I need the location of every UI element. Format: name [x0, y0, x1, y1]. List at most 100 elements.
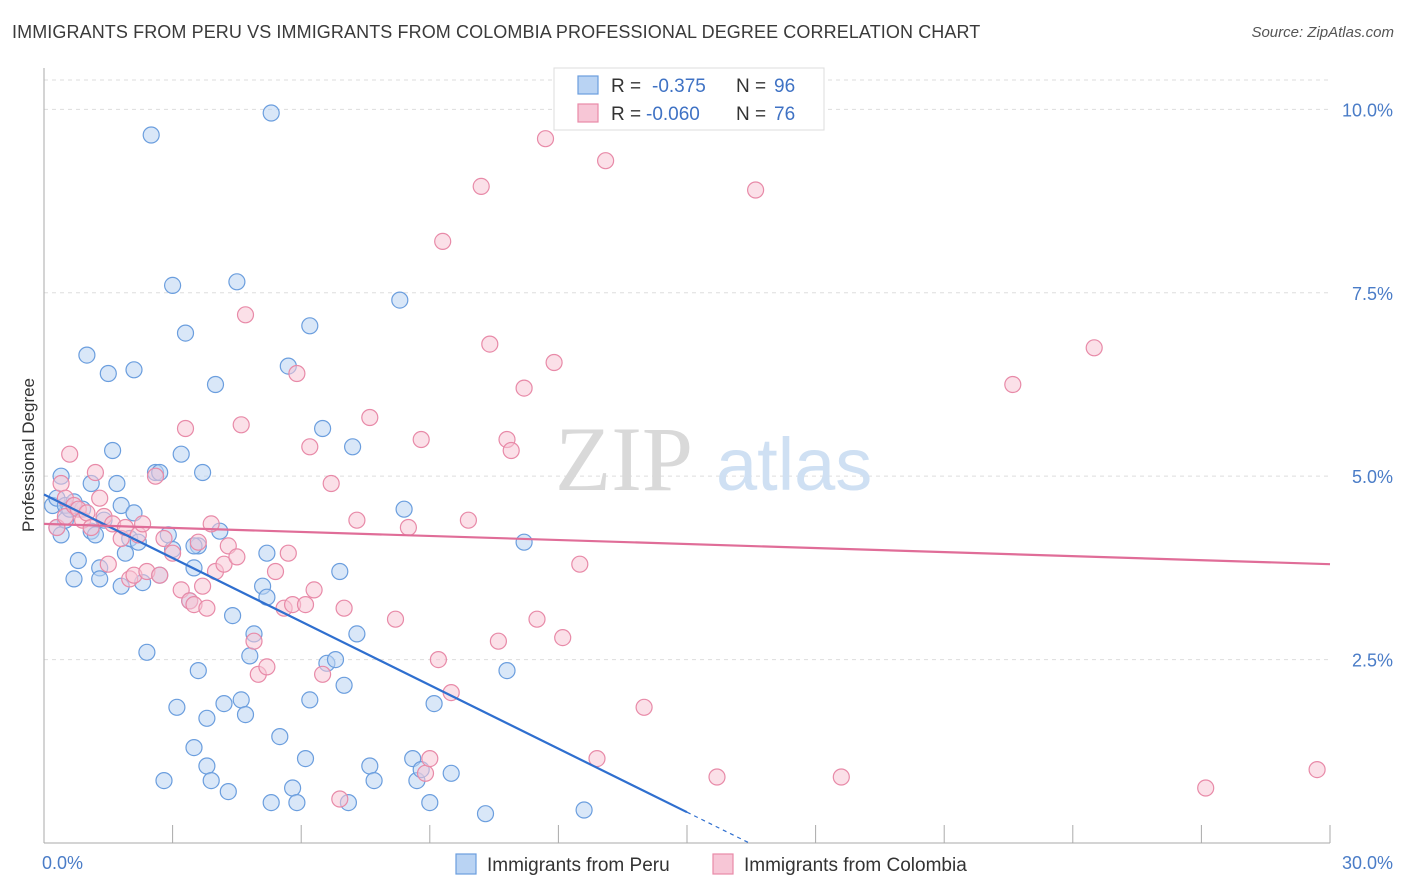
trend-line-colombia — [43, 522, 1331, 566]
colombia-point — [301, 438, 319, 456]
correlation-legend: R = -0.375 N = 96 R = -0.060 N = 76 — [553, 67, 825, 131]
colombia-point — [596, 152, 615, 170]
x-tick-labels: 0.0% 30.0% — [42, 853, 1393, 873]
colombia-point — [232, 416, 250, 434]
legend-r-value-peru: -0.375 — [652, 76, 706, 97]
peru-point — [176, 324, 195, 342]
colombia-point — [635, 698, 653, 716]
colombia-point — [472, 177, 490, 195]
peru-point — [575, 801, 593, 819]
colombia-point — [459, 511, 477, 529]
bottom-legend-swatch-peru — [455, 853, 477, 875]
peru-point — [108, 474, 126, 493]
peru-point — [78, 346, 96, 364]
colombia-point — [1085, 339, 1103, 357]
peru-point — [219, 782, 237, 801]
colombia-point — [245, 632, 263, 650]
peru-point — [189, 661, 207, 680]
peru-point — [421, 793, 439, 812]
bottom-legend-swatch-colombia — [712, 853, 734, 875]
colombia-point — [348, 511, 366, 529]
peru-point — [262, 793, 280, 812]
peru-point — [326, 650, 345, 669]
colombia-point — [746, 181, 765, 199]
peru-point — [99, 364, 117, 383]
peru-point — [198, 757, 216, 775]
colombia-point — [82, 518, 100, 537]
peru-point — [125, 361, 143, 379]
peru-point — [202, 771, 220, 790]
colombia-point — [52, 474, 70, 493]
colombia-point — [528, 610, 546, 628]
peru-point — [476, 805, 495, 823]
y-tick-label: 5.0% — [1352, 467, 1393, 487]
colombia-point — [151, 566, 169, 584]
colombia-point — [708, 768, 726, 786]
legend-n-value-peru: 96 — [774, 76, 795, 97]
source-label: Source: ZipAtlas.com — [1251, 24, 1394, 41]
legend-swatch-peru — [577, 75, 599, 95]
colombia-point — [481, 335, 499, 353]
colombia-point — [91, 489, 109, 507]
colombia-point — [361, 408, 379, 427]
colombia-point — [554, 628, 572, 647]
colombia-point — [571, 555, 589, 573]
peru-point — [206, 375, 225, 394]
colombia-point — [335, 599, 353, 617]
y-axis-label: Professional Degree — [19, 378, 38, 532]
gridlines — [44, 79, 1330, 661]
peru-point — [232, 691, 250, 709]
colombia-point — [189, 533, 207, 551]
peru-point — [172, 445, 190, 463]
colombia-point — [99, 555, 117, 573]
peru-point — [194, 463, 212, 482]
legend-n-value-colombia: 76 — [774, 104, 795, 125]
peru-point — [215, 694, 233, 713]
y-tick-label: 2.5% — [1352, 651, 1393, 671]
peru-point — [241, 647, 259, 665]
colombia-point — [61, 445, 79, 463]
peru-point — [164, 276, 182, 294]
legend-r-label-peru: R = — [611, 76, 641, 97]
peru-point — [425, 694, 443, 713]
y-tick-label: 7.5% — [1352, 284, 1393, 304]
colombia-point — [322, 474, 340, 493]
colombia-point — [1004, 375, 1022, 394]
colombia-point — [279, 544, 297, 562]
peru-point — [271, 727, 289, 746]
legend-r-value-colombia: -0.060 — [646, 104, 700, 125]
colombia-point — [155, 529, 173, 548]
colombia-point — [194, 577, 212, 595]
colombia-point — [288, 364, 306, 383]
colombia-point — [228, 548, 246, 566]
peru-point — [391, 291, 409, 309]
peru-point — [65, 570, 83, 588]
colombia-point — [1197, 779, 1215, 797]
peru-point — [142, 126, 160, 144]
x-tick-label-max: 30.0% — [1342, 853, 1393, 873]
colombia-point — [198, 599, 216, 617]
colombia-point — [331, 790, 349, 808]
x-tick-label-min: 0.0% — [42, 853, 83, 873]
peru-point — [301, 691, 319, 709]
colombia-point — [258, 658, 276, 676]
colombia-point — [215, 555, 233, 573]
colombia-point — [86, 463, 105, 482]
colombia-point — [434, 232, 452, 250]
watermark: ZIP atlas — [555, 408, 872, 510]
watermark-zip: ZIP — [555, 408, 693, 510]
peru-point — [344, 438, 362, 456]
peru-point — [288, 793, 306, 812]
peru-point — [301, 317, 319, 335]
colombia-point — [1308, 760, 1326, 779]
peru-point — [365, 771, 383, 790]
series-colombia-points — [48, 130, 1326, 808]
y-tick-label: 10.0% — [1342, 100, 1393, 120]
peru-point — [224, 606, 242, 625]
colombia-point — [176, 419, 195, 438]
peru-point — [185, 738, 203, 757]
peru-point — [361, 757, 379, 775]
peru-point — [198, 709, 216, 727]
legend-swatch-colombia — [577, 103, 599, 123]
